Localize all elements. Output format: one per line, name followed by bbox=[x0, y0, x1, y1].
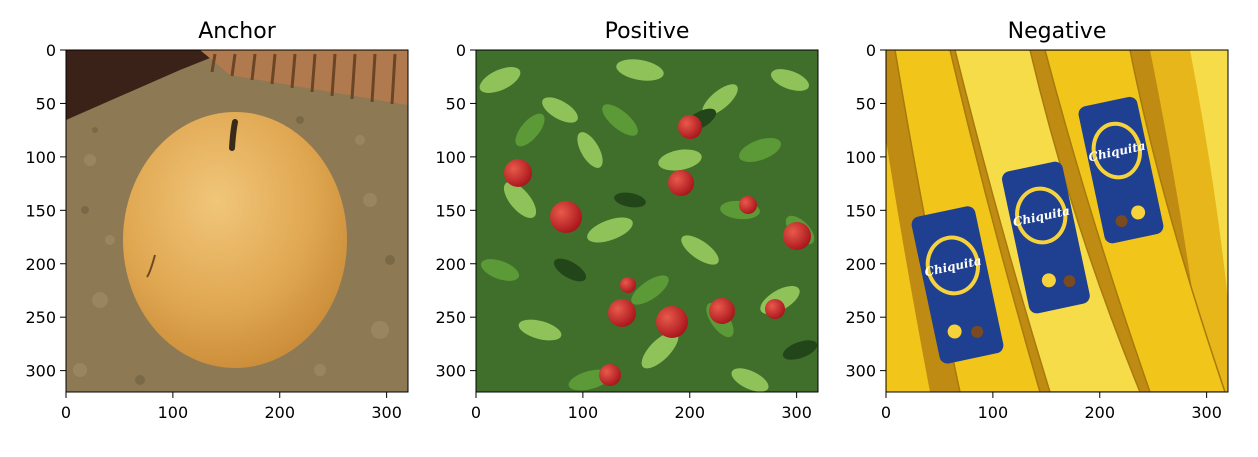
x-tick-label: 300 bbox=[1191, 403, 1222, 422]
x-tick-label: 0 bbox=[61, 403, 71, 422]
y-tick-label: 300 bbox=[435, 362, 466, 381]
y-tick-label: 200 bbox=[845, 255, 876, 274]
y-tick-label: 250 bbox=[25, 308, 56, 327]
axes-frame bbox=[885, 49, 1229, 393]
x-tick-label: 300 bbox=[781, 403, 812, 422]
y-tick-label: 0 bbox=[866, 41, 876, 60]
y-tick-label: 100 bbox=[435, 148, 466, 167]
axes-frame bbox=[475, 49, 819, 393]
x-tick-label: 200 bbox=[674, 403, 705, 422]
x-tick-label: 200 bbox=[264, 403, 295, 422]
y-tick-label: 0 bbox=[456, 41, 466, 60]
y-tick-label: 150 bbox=[845, 201, 876, 220]
x-tick-label: 100 bbox=[158, 403, 189, 422]
x-tick-label: 0 bbox=[471, 403, 481, 422]
y-tick-label: 300 bbox=[25, 362, 56, 381]
y-tick-label: 100 bbox=[845, 148, 876, 167]
y-tick-label: 250 bbox=[435, 308, 466, 327]
y-tick-label: 100 bbox=[25, 148, 56, 167]
y-tick-label: 50 bbox=[856, 94, 876, 113]
x-tick-label: 200 bbox=[1084, 403, 1115, 422]
y-tick-label: 200 bbox=[25, 255, 56, 274]
positive-image bbox=[476, 50, 818, 392]
negative-image: Chiquita Chiquita Chiquita bbox=[886, 50, 1228, 392]
x-tick-label: 0 bbox=[881, 403, 891, 422]
axes-frame bbox=[65, 49, 409, 393]
banana-sticker: Chiquita bbox=[1001, 161, 1090, 314]
panel-title: Positive bbox=[605, 19, 690, 44]
x-tick-label: 100 bbox=[568, 403, 599, 422]
panel-positive: Positive bbox=[475, 19, 819, 393]
panel-title: Negative bbox=[1008, 19, 1107, 44]
y-tick-label: 150 bbox=[435, 201, 466, 220]
banana-sticker: Chiquita bbox=[1078, 96, 1164, 244]
y-tick-label: 300 bbox=[845, 362, 876, 381]
y-tick-label: 0 bbox=[46, 41, 56, 60]
y-tick-label: 250 bbox=[845, 308, 876, 327]
y-tick-label: 50 bbox=[446, 94, 466, 113]
banana-sticker: Chiquita bbox=[911, 206, 1004, 364]
anchor-image bbox=[66, 50, 408, 392]
y-tick-label: 50 bbox=[36, 94, 56, 113]
panel-negative: Negative Chiquita Chiquita bbox=[885, 19, 1229, 393]
axis-ticks: 0 100 200 300 0 50 100 150 200 250 300 0 100 200 300 0 5… bbox=[25, 41, 1221, 422]
panel-anchor: Anchor bbox=[65, 19, 409, 393]
x-tick-label: 100 bbox=[978, 403, 1009, 422]
x-tick-label: 300 bbox=[371, 403, 402, 422]
panel-title: Anchor bbox=[198, 19, 276, 44]
y-tick-label: 150 bbox=[25, 201, 56, 220]
y-tick-label: 200 bbox=[435, 255, 466, 274]
